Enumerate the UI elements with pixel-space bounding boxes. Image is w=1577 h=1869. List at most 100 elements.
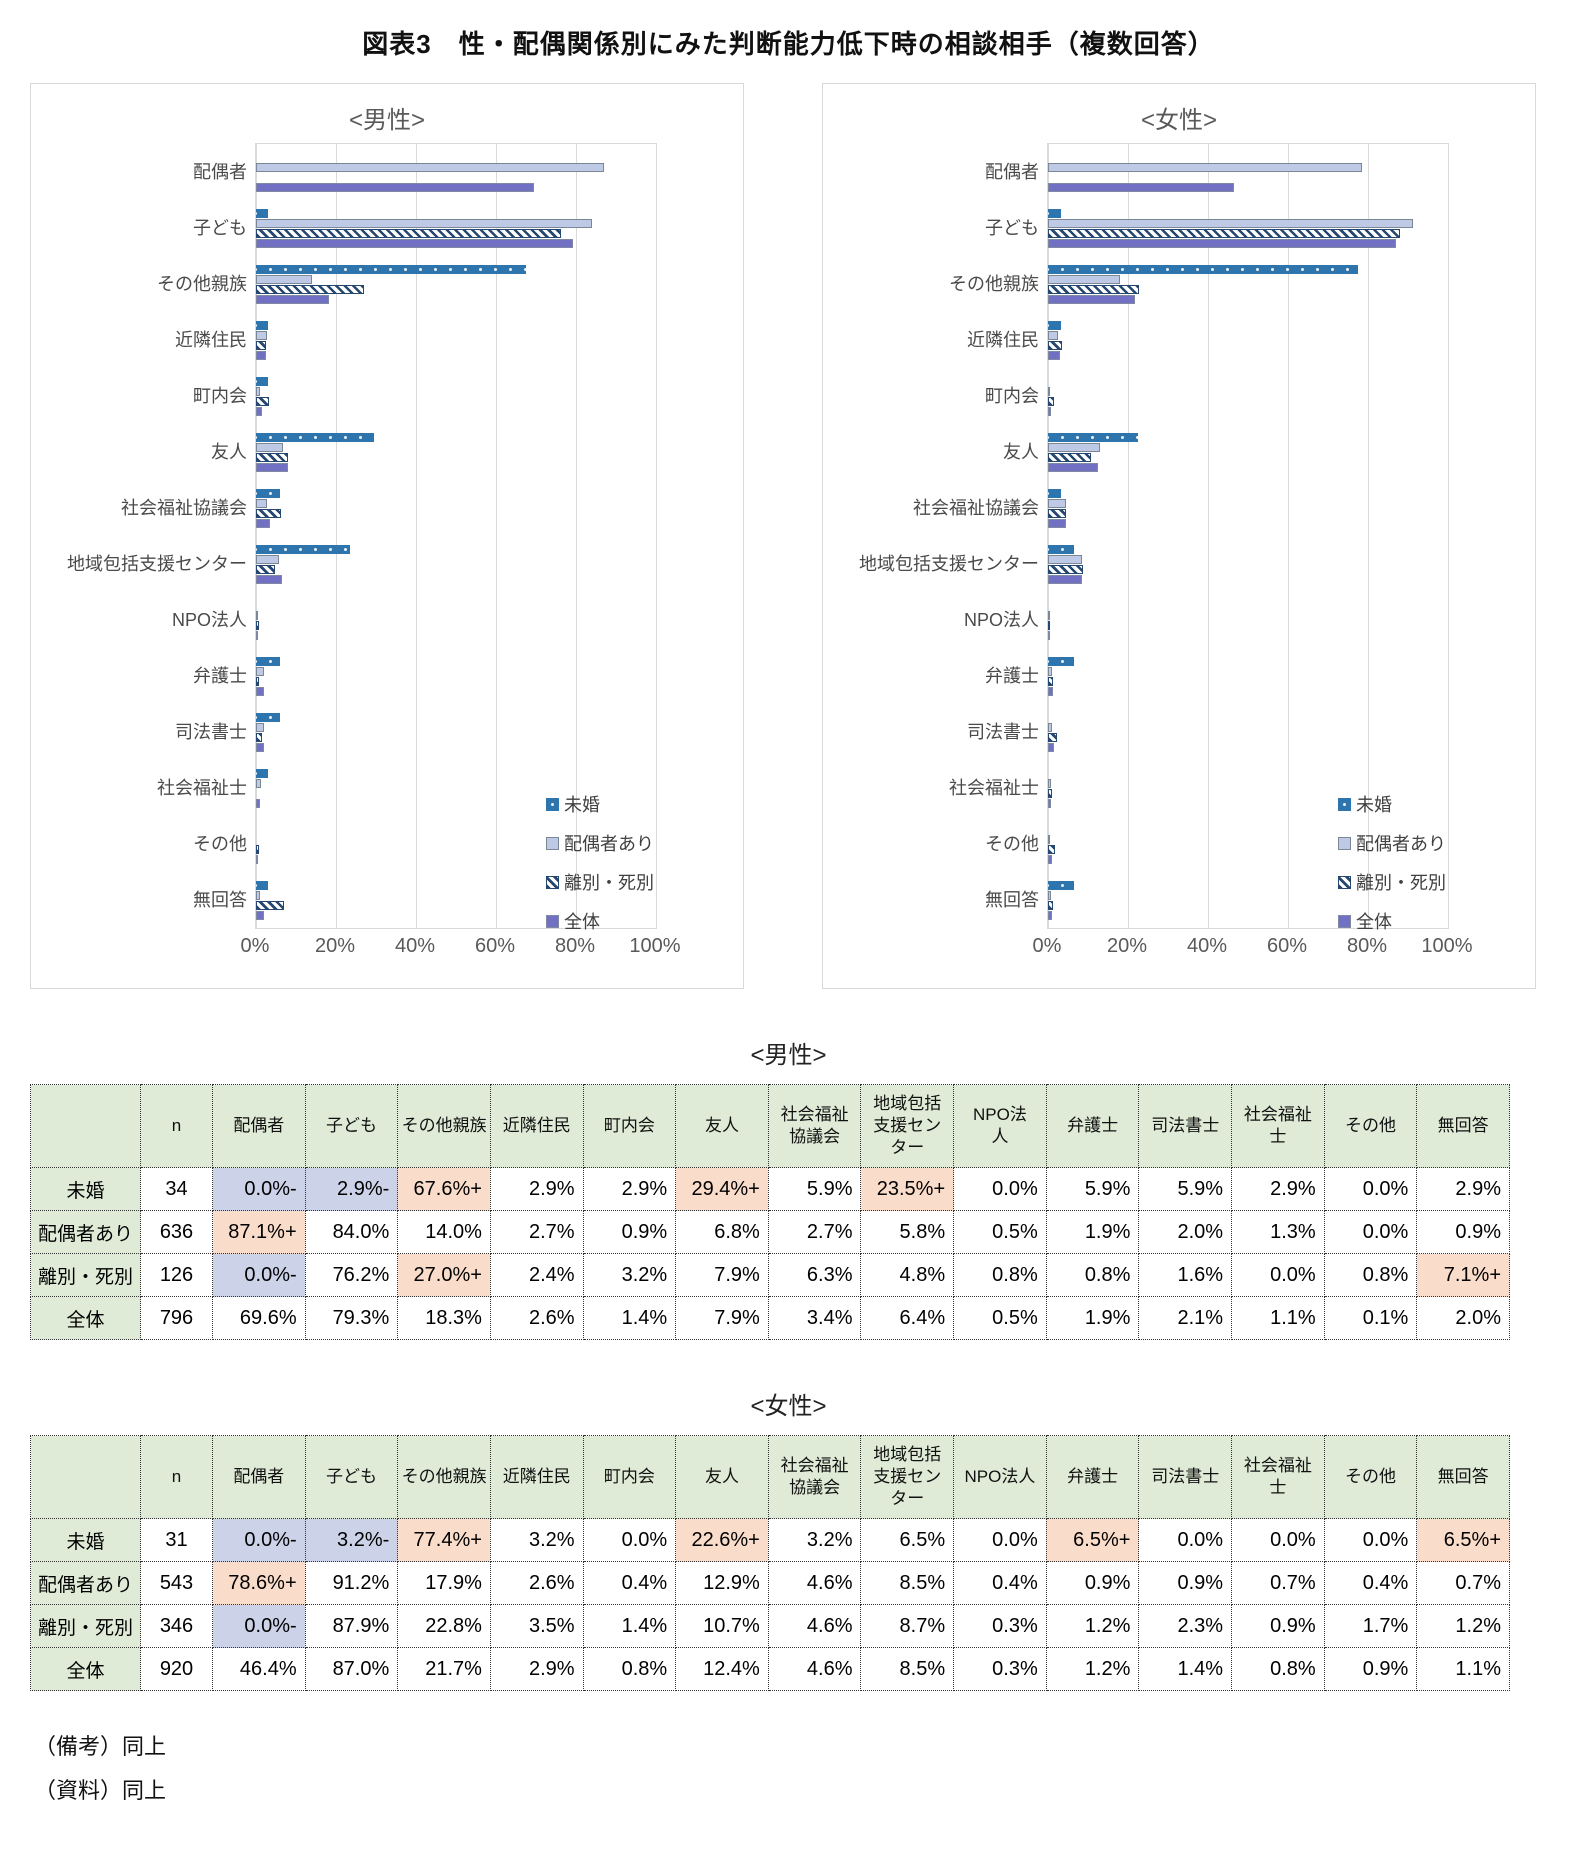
legend-swatch-配偶者あり [546,836,559,850]
value-cell: 6.5% [860,1518,955,1562]
bar-配偶者あり [256,274,312,284]
chart-area: 配偶者 子ども その他親族 近隣住民 町内会 友人 社会福祉協議会 地域包括支援センター NPO… [823,143,1535,929]
bar-離別・死別 [256,340,266,350]
value-cell: 0.5% [953,1210,1047,1254]
legend-label: 配偶者あり [564,834,654,854]
x-axis: 0% 20% 40% 60% 80% 100% [241,935,681,969]
column-header: 地域包括 支援セン ター [860,1435,955,1519]
value-cell: 2.0% [1138,1210,1233,1254]
value-cell: 0.8% [1323,1253,1418,1297]
row-label: 配偶者あり [30,1210,141,1254]
value-cell: 6.5%+ [1416,1518,1510,1562]
value-cell: 1.2% [1045,1604,1140,1648]
bar-group [1048,760,1448,816]
column-header: その他 [1323,1435,1418,1519]
bar-未婚 [256,432,374,442]
table-row: 未婚 31 0.0%- 3.2%- 77.4%+ 3.2% 0.0% 22.6%+ 3.2% 6.… [30,1518,1510,1562]
bar-配偶者あり [256,666,264,676]
value-cell: 1.1% [1231,1296,1325,1340]
bar-全体 [1048,406,1052,416]
category-label: 社会福祉協議会 [913,498,1039,518]
value-cell: 0.0% [582,1518,677,1562]
legend-label: 未婚 [564,795,600,815]
bar-全体 [256,182,535,192]
bar-group [1048,256,1448,312]
category-label: 社会福祉士 [949,778,1039,798]
bar-全体 [1048,350,1060,360]
value-cell: 0.9% [1045,1561,1140,1605]
value-cell: 2.6% [489,1296,584,1340]
row-label: 全体 [30,1647,141,1691]
value-cell: 78.6%+ [212,1561,306,1605]
bar-全体 [1048,182,1234,192]
value-cell: 0.7% [1416,1561,1510,1605]
value-cell: 0.0%- [212,1167,306,1211]
value-cell: 17.9% [397,1561,491,1605]
value-cell: 0.4% [1323,1561,1418,1605]
bar-未婚 [1048,320,1061,330]
value-cell: 2.7% [489,1210,584,1254]
bar-group [256,592,656,648]
bar-未婚 [256,712,280,722]
column-header: 司法書士 [1138,1435,1233,1519]
column-header: 無回答 [1416,1435,1510,1519]
category-label: 友人 [1003,442,1039,462]
bar-離別・死別 [1048,788,1052,798]
x-axis-tick: 40% [1186,935,1228,957]
page-title: 図表3 性・配偶関係別にみた判断能力低下時の相談相手（複数回答） [362,29,1215,59]
legend-label: 離別・死別 [564,873,654,893]
value-cell: 1.1% [1416,1647,1510,1691]
value-cell: 0.9% [1138,1561,1233,1605]
bar-離別・死別 [256,844,260,854]
x-axis-tick: 80% [1346,935,1388,957]
category-label: 友人 [211,442,247,462]
bar-離別・死別 [1048,396,1054,406]
value-cell: 0.0% [1323,1210,1418,1254]
value-cell: 0.8% [1231,1647,1325,1691]
column-header: 司法書士 [1138,1084,1233,1168]
value-cell: 22.6%+ [675,1518,769,1562]
value-cell: 0.0% [953,1167,1047,1211]
value-cell: 2.9% [489,1647,584,1691]
bar-全体 [256,238,574,248]
bar-配偶者あり [256,162,605,172]
legend-label: 全体 [564,912,600,932]
value-cell: 0.9% [582,1210,677,1254]
bar-全体 [256,742,265,752]
legend-label: 離別・死別 [1356,873,1446,893]
category-label: その他親族 [157,274,247,294]
category-label: 弁護士 [985,666,1039,686]
table-row: 全体 920 46.4% 87.0% 21.7% 2.9% 0.8% 12.4% 4.6% 8.5… [30,1647,1510,1691]
n-cell: 920 [140,1647,213,1691]
value-cell: 8.5% [860,1647,955,1691]
value-cell: 1.4% [582,1296,677,1340]
value-cell: 2.9% [582,1167,677,1211]
legend-label: 未婚 [1356,795,1392,815]
table-row: 配偶者あり 543 78.6%+ 91.2% 17.9% 2.6% 0.4% 12.9% 4.6… [30,1561,1510,1605]
bar-離別・死別 [256,284,364,294]
value-cell: 0.0%- [212,1518,306,1562]
bar-配偶者あり [1048,610,1050,620]
chart-female: <女性> 配偶者 子ども その他親族 近隣住民 町内会 友人 社会福祉協議会 地域包括支援セン… [822,83,1536,989]
category-label: 無回答 [193,890,247,910]
bar-全体 [1048,574,1082,584]
column-header: その他親族 [397,1084,491,1168]
value-cell: 0.0% [1231,1518,1325,1562]
value-cell: 0.8% [953,1253,1047,1297]
bar-group [1048,872,1448,928]
x-axis-tick: 100% [629,935,681,957]
legend-label: 全体 [1356,912,1392,932]
header-row: n 配偶者 子ども その他親族 近隣住民 町内会 友人 社会福祉 協議会 地域包括 支援セン タ… [30,1435,1510,1519]
column-header: その他 [1323,1084,1418,1168]
value-cell: 21.7% [397,1647,491,1691]
bar-離別・死別 [256,228,561,238]
category-label: 近隣住民 [175,330,247,350]
legend-item: 未婚 [1338,791,1446,817]
bar-group [1048,816,1448,872]
legend-item: 全体 [546,908,654,934]
column-header: 社会福祉 士 [1231,1084,1325,1168]
value-cell: 0.7% [1231,1561,1325,1605]
column-header: 社会福祉 協議会 [767,1435,862,1519]
bar-group [256,424,656,480]
legend-swatch-離別・死別 [546,875,559,889]
